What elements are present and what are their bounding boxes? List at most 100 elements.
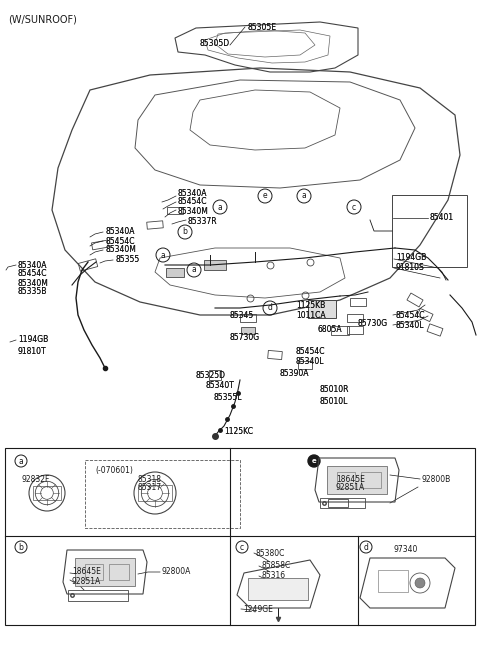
Bar xyxy=(75,558,135,586)
Bar xyxy=(5,448,475,625)
Text: 85454C: 85454C xyxy=(395,310,424,320)
Text: (-070601): (-070601) xyxy=(95,466,133,476)
Text: 92851A: 92851A xyxy=(72,576,101,586)
Text: 92851A: 92851A xyxy=(336,483,365,493)
Text: c: c xyxy=(240,542,244,552)
Polygon shape xyxy=(241,326,255,333)
Text: e: e xyxy=(263,191,267,200)
Text: 85355: 85355 xyxy=(115,255,139,265)
Text: 85010R: 85010R xyxy=(320,386,349,394)
Text: 1249GE: 1249GE xyxy=(243,605,273,614)
Text: 85010R: 85010R xyxy=(320,386,349,394)
Text: 1125KB: 1125KB xyxy=(296,301,325,310)
Text: a: a xyxy=(217,202,222,212)
Text: 1125KC: 1125KC xyxy=(224,428,253,436)
Text: 85340A: 85340A xyxy=(18,261,48,269)
Text: 92800B: 92800B xyxy=(422,474,451,483)
Text: 85401: 85401 xyxy=(430,214,454,223)
Text: 85730G: 85730G xyxy=(230,333,260,341)
Polygon shape xyxy=(204,260,226,270)
Bar xyxy=(85,564,103,580)
Bar xyxy=(85,460,240,528)
Text: 85305E: 85305E xyxy=(248,24,277,33)
Bar xyxy=(33,486,61,500)
Text: 18645E: 18645E xyxy=(336,474,365,483)
Text: a: a xyxy=(19,457,24,466)
Text: 85454C: 85454C xyxy=(295,348,324,356)
Text: 85355L: 85355L xyxy=(214,394,242,403)
Text: 85390A: 85390A xyxy=(280,369,310,377)
Text: 85010L: 85010L xyxy=(320,396,348,405)
Bar xyxy=(392,195,467,267)
Text: 1125KC: 1125KC xyxy=(224,428,253,436)
Text: 85337R: 85337R xyxy=(188,217,217,225)
Text: 85355L: 85355L xyxy=(214,394,242,403)
Text: d: d xyxy=(363,542,369,552)
Text: 85340L: 85340L xyxy=(295,358,324,367)
Text: 85454C: 85454C xyxy=(105,236,134,246)
Bar xyxy=(248,578,308,600)
Text: 85318: 85318 xyxy=(138,474,162,483)
Text: 91810T: 91810T xyxy=(18,348,47,356)
Text: 85340M: 85340M xyxy=(178,206,209,215)
Text: 85454C: 85454C xyxy=(18,269,48,278)
Text: 91810T: 91810T xyxy=(18,348,47,356)
Bar xyxy=(109,564,129,580)
Text: 85317: 85317 xyxy=(138,483,162,493)
Text: 85454C: 85454C xyxy=(105,236,134,246)
Text: 85340M: 85340M xyxy=(18,278,49,288)
Text: 85340L: 85340L xyxy=(395,320,423,329)
Text: 91810S: 91810S xyxy=(396,263,425,272)
Text: 85380C: 85380C xyxy=(256,548,286,557)
Text: 85730G: 85730G xyxy=(230,333,260,341)
Text: 91810S: 91810S xyxy=(396,263,425,272)
Text: 85335B: 85335B xyxy=(18,288,48,297)
Text: 1011CA: 1011CA xyxy=(296,312,325,320)
Text: 85340M: 85340M xyxy=(178,206,209,215)
Circle shape xyxy=(308,455,320,467)
Text: 85340L: 85340L xyxy=(295,358,324,367)
Text: 1125KB: 1125KB xyxy=(296,301,325,310)
Text: 85305D: 85305D xyxy=(200,39,230,48)
Text: d: d xyxy=(267,303,273,312)
Text: 85858C: 85858C xyxy=(261,561,290,571)
Text: 85454C: 85454C xyxy=(395,310,424,320)
Text: e: e xyxy=(312,458,316,464)
Text: 85010L: 85010L xyxy=(320,396,348,405)
Text: c: c xyxy=(352,202,356,212)
Text: 85730G: 85730G xyxy=(358,320,388,329)
Text: 85305E: 85305E xyxy=(248,24,277,33)
Text: 1011CA: 1011CA xyxy=(296,312,325,320)
Text: 85454C: 85454C xyxy=(178,198,207,206)
Text: 85345: 85345 xyxy=(230,310,254,320)
Text: 1194GB: 1194GB xyxy=(396,253,426,263)
Text: 85454C: 85454C xyxy=(295,348,324,356)
Text: 1194GB: 1194GB xyxy=(396,253,426,263)
Text: 85340M: 85340M xyxy=(105,246,136,255)
Text: b: b xyxy=(182,227,187,236)
Text: 85340A: 85340A xyxy=(178,189,207,198)
Text: 92800A: 92800A xyxy=(162,567,192,576)
Text: 85340M: 85340M xyxy=(18,278,49,288)
Text: 85340A: 85340A xyxy=(178,189,207,198)
Bar xyxy=(138,485,172,501)
Text: a: a xyxy=(301,191,306,200)
Text: 85401: 85401 xyxy=(430,214,454,223)
Text: a: a xyxy=(161,250,166,259)
Circle shape xyxy=(415,578,425,588)
Text: 1194GB: 1194GB xyxy=(18,335,48,345)
Bar xyxy=(327,466,387,494)
Text: 85454C: 85454C xyxy=(18,269,48,278)
Text: 85325D: 85325D xyxy=(196,371,226,379)
Bar xyxy=(378,570,408,592)
Text: 92832F: 92832F xyxy=(22,474,50,483)
Text: 85340A: 85340A xyxy=(18,261,48,269)
Text: 1194GB: 1194GB xyxy=(18,335,48,345)
Text: 85345: 85345 xyxy=(230,310,254,320)
Text: 6805A: 6805A xyxy=(318,326,343,335)
Text: 85730G: 85730G xyxy=(358,320,388,329)
Text: 85337R: 85337R xyxy=(188,217,217,225)
Bar xyxy=(308,300,336,318)
Text: 97340: 97340 xyxy=(393,544,418,553)
Text: 85390A: 85390A xyxy=(280,369,310,377)
